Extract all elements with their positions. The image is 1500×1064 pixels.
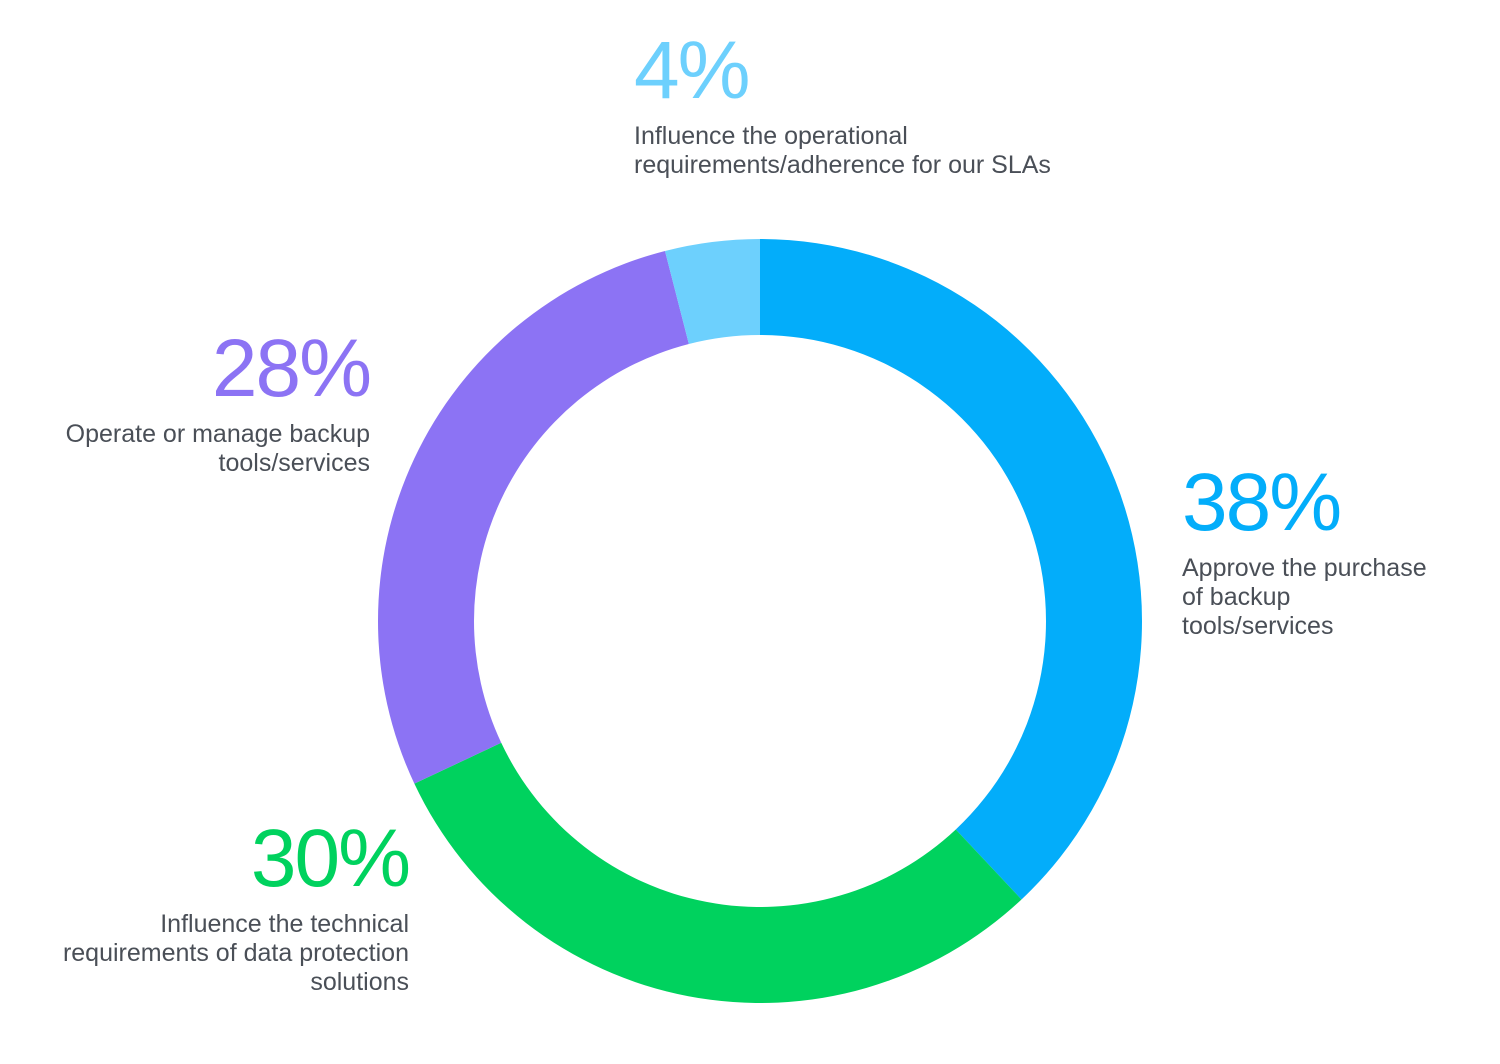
donut-slice-operational-requirements [665,239,760,344]
callout-operational-requirements: 4% Influence the operational requirement… [634,30,1051,180]
percent-label-approve-purchase: 38% [1182,457,1342,548]
percent-label-operate-manage: 28% [211,323,372,414]
donut-slice-operate-manage [377,251,689,784]
category-label-approve-purchase: Approve the purchase of backup tools/ser… [1182,554,1427,640]
percent-label-technical-requirements: 30% [250,813,411,904]
callout-operate-manage: 28% Operate or manage backup tools/servi… [65,323,372,478]
category-label-operate-manage: Operate or manage backup tools/services [65,420,370,477]
callout-technical-requirements: 30% Influence the technical requirements… [62,813,411,997]
donut-slice-approve-purchase [760,239,1143,900]
category-label-technical-requirements: Influence the technical requirements of … [62,910,409,996]
percent-label-operational-requirements: 4% [634,25,751,116]
callout-approve-purchase: 38% Approve the purchase of backup tools… [1182,462,1427,641]
category-label-operational-requirements: Influence the operational requirements/a… [634,122,1051,179]
donut-slice-technical-requirements [414,742,1022,1003]
